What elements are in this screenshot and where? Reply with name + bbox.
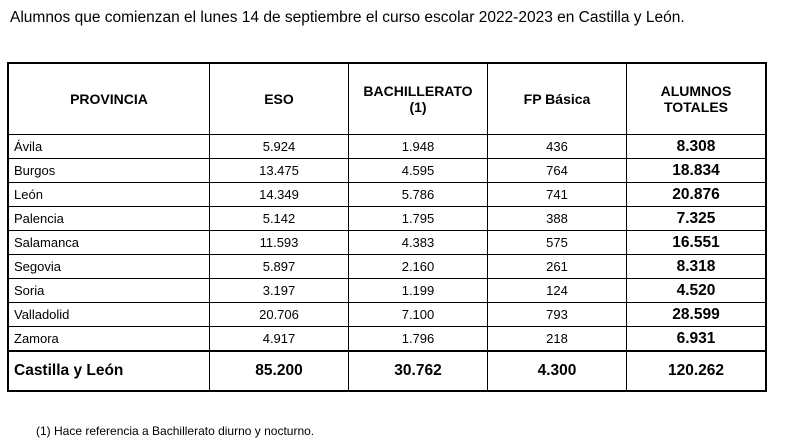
- cell-total: 7.325: [626, 206, 766, 231]
- cell-provincia: Ávila: [8, 134, 210, 159]
- table-row: Palencia 5.142 1.795 388 7.325: [8, 206, 766, 231]
- total-eso: 85.200: [209, 350, 349, 391]
- table-row: Soria 3.197 1.199 124 4.520: [8, 278, 766, 303]
- total-alumnos: 120.262: [626, 350, 766, 391]
- cell-total: 6.931: [626, 326, 766, 352]
- cell-total: 8.318: [626, 254, 766, 279]
- cell-eso: 5.142: [209, 206, 349, 231]
- cell-eso: 5.897: [209, 254, 349, 279]
- table-row: Valladolid 20.706 7.100 793 28.599: [8, 302, 766, 327]
- cell-provincia: Valladolid: [8, 302, 210, 327]
- cell-provincia: León: [8, 182, 210, 207]
- students-table: PROVINCIA ESO BACHILLERATO (1) FP Básica…: [7, 62, 767, 392]
- total-provincia: Castilla y León: [8, 350, 210, 391]
- cell-fp: 218: [487, 326, 627, 352]
- table-header-row: PROVINCIA ESO BACHILLERATO (1) FP Básica…: [8, 63, 766, 135]
- cell-fp: 388: [487, 206, 627, 231]
- cell-eso: 13.475: [209, 158, 349, 183]
- table-row: Zamora 4.917 1.796 218 6.931: [8, 326, 766, 352]
- cell-bachillerato: 1.796: [348, 326, 488, 352]
- table-row: Salamanca 11.593 4.383 575 16.551: [8, 230, 766, 255]
- cell-total: 8.308: [626, 134, 766, 159]
- cell-bachillerato: 7.100: [348, 302, 488, 327]
- cell-bachillerato: 1.199: [348, 278, 488, 303]
- cell-eso: 14.349: [209, 182, 349, 207]
- header-fp-basica: FP Básica: [487, 63, 627, 135]
- header-totales-line1: ALUMNOS: [660, 83, 732, 99]
- cell-provincia: Burgos: [8, 158, 210, 183]
- cell-provincia: Salamanca: [8, 230, 210, 255]
- cell-eso: 3.197: [209, 278, 349, 303]
- header-bachillerato: BACHILLERATO (1): [348, 63, 488, 135]
- footnote: (1) Hace referencia a Bachillerato diurn…: [36, 424, 315, 438]
- cell-bachillerato: 4.595: [348, 158, 488, 183]
- table-total-row: Castilla y León 85.200 30.762 4.300 120.…: [8, 350, 766, 391]
- header-bachillerato-line1: BACHILLERATO: [363, 83, 473, 99]
- header-eso: ESO: [209, 63, 349, 135]
- cell-provincia: Zamora: [8, 326, 210, 352]
- cell-bachillerato: 2.160: [348, 254, 488, 279]
- table-row: Segovia 5.897 2.160 261 8.318: [8, 254, 766, 279]
- cell-provincia: Palencia: [8, 206, 210, 231]
- cell-fp: 741: [487, 182, 627, 207]
- cell-total: 16.551: [626, 230, 766, 255]
- header-totales-line2: TOTALES: [663, 99, 729, 115]
- total-fp: 4.300: [487, 350, 627, 391]
- cell-total: 20.876: [626, 182, 766, 207]
- cell-fp: 124: [487, 278, 627, 303]
- cell-bachillerato: 1.948: [348, 134, 488, 159]
- header-provincia: PROVINCIA: [8, 63, 210, 135]
- cell-fp: 764: [487, 158, 627, 183]
- cell-fp: 261: [487, 254, 627, 279]
- cell-bachillerato: 4.383: [348, 230, 488, 255]
- cell-eso: 20.706: [209, 302, 349, 327]
- document-title: Alumnos que comienzan el lunes 14 de sep…: [10, 9, 685, 26]
- table-row: Ávila 5.924 1.948 436 8.308: [8, 134, 766, 159]
- cell-eso: 5.924: [209, 134, 349, 159]
- header-bachillerato-line2: (1): [409, 99, 427, 115]
- header-alumnos-totales: ALUMNOS TOTALES: [626, 63, 766, 135]
- cell-eso: 11.593: [209, 230, 349, 255]
- table-row: León 14.349 5.786 741 20.876: [8, 182, 766, 207]
- table-row: Burgos 13.475 4.595 764 18.834: [8, 158, 766, 183]
- total-bachillerato: 30.762: [348, 350, 488, 391]
- cell-fp: 793: [487, 302, 627, 327]
- cell-total: 18.834: [626, 158, 766, 183]
- cell-eso: 4.917: [209, 326, 349, 352]
- cell-provincia: Soria: [8, 278, 210, 303]
- cell-bachillerato: 1.795: [348, 206, 488, 231]
- cell-bachillerato: 5.786: [348, 182, 488, 207]
- cell-total: 28.599: [626, 302, 766, 327]
- cell-fp: 575: [487, 230, 627, 255]
- cell-total: 4.520: [626, 278, 766, 303]
- cell-provincia: Segovia: [8, 254, 210, 279]
- cell-fp: 436: [487, 134, 627, 159]
